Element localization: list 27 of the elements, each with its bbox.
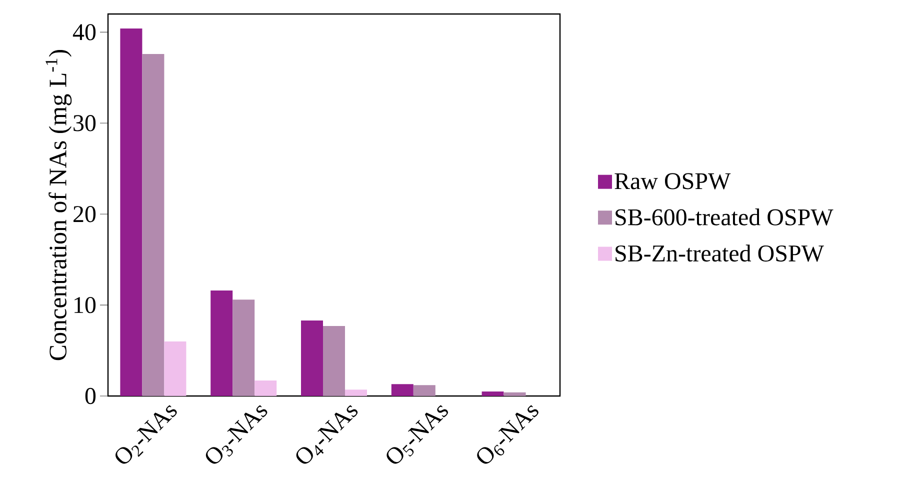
- y-tick-label: 40: [72, 24, 96, 40]
- y-axis-title: Concentration of NAs (mg L$^{-1}$): [46, 50, 72, 360]
- bar: [504, 392, 526, 396]
- bar: [210, 290, 233, 396]
- x-tick-label: O$_{2}$-NAs: [116, 405, 177, 464]
- bar: [413, 385, 436, 396]
- bar: [301, 320, 323, 396]
- y-tick-label: 10: [74, 296, 96, 314]
- legend-label: SB-Zn-treated OSPW: [616, 244, 824, 262]
- y-tick-label: 20: [74, 206, 96, 222]
- x-tick-label: O$_{6}$-NAs: [477, 405, 538, 464]
- bar: [254, 380, 277, 396]
- x-tick-label: O$_{5}$-NAs: [386, 405, 448, 464]
- bar: [232, 300, 255, 396]
- legend-label: SB-600-treated OSPW: [616, 208, 834, 226]
- x-tick-label: O$_{3}$-NAs: [206, 405, 268, 464]
- y-tick-label: 30: [74, 115, 96, 132]
- y-tick-label: 0: [85, 388, 96, 404]
- bar: [120, 28, 142, 396]
- bar: [391, 384, 414, 396]
- bar: [164, 341, 186, 396]
- bar: [323, 326, 345, 396]
- x-tick-label: O$_{4}$-NAs: [296, 405, 358, 464]
- legend-label: Raw OSPW: [614, 173, 731, 190]
- bar: [142, 54, 164, 396]
- bar: [345, 390, 367, 396]
- bar: [482, 391, 504, 396]
